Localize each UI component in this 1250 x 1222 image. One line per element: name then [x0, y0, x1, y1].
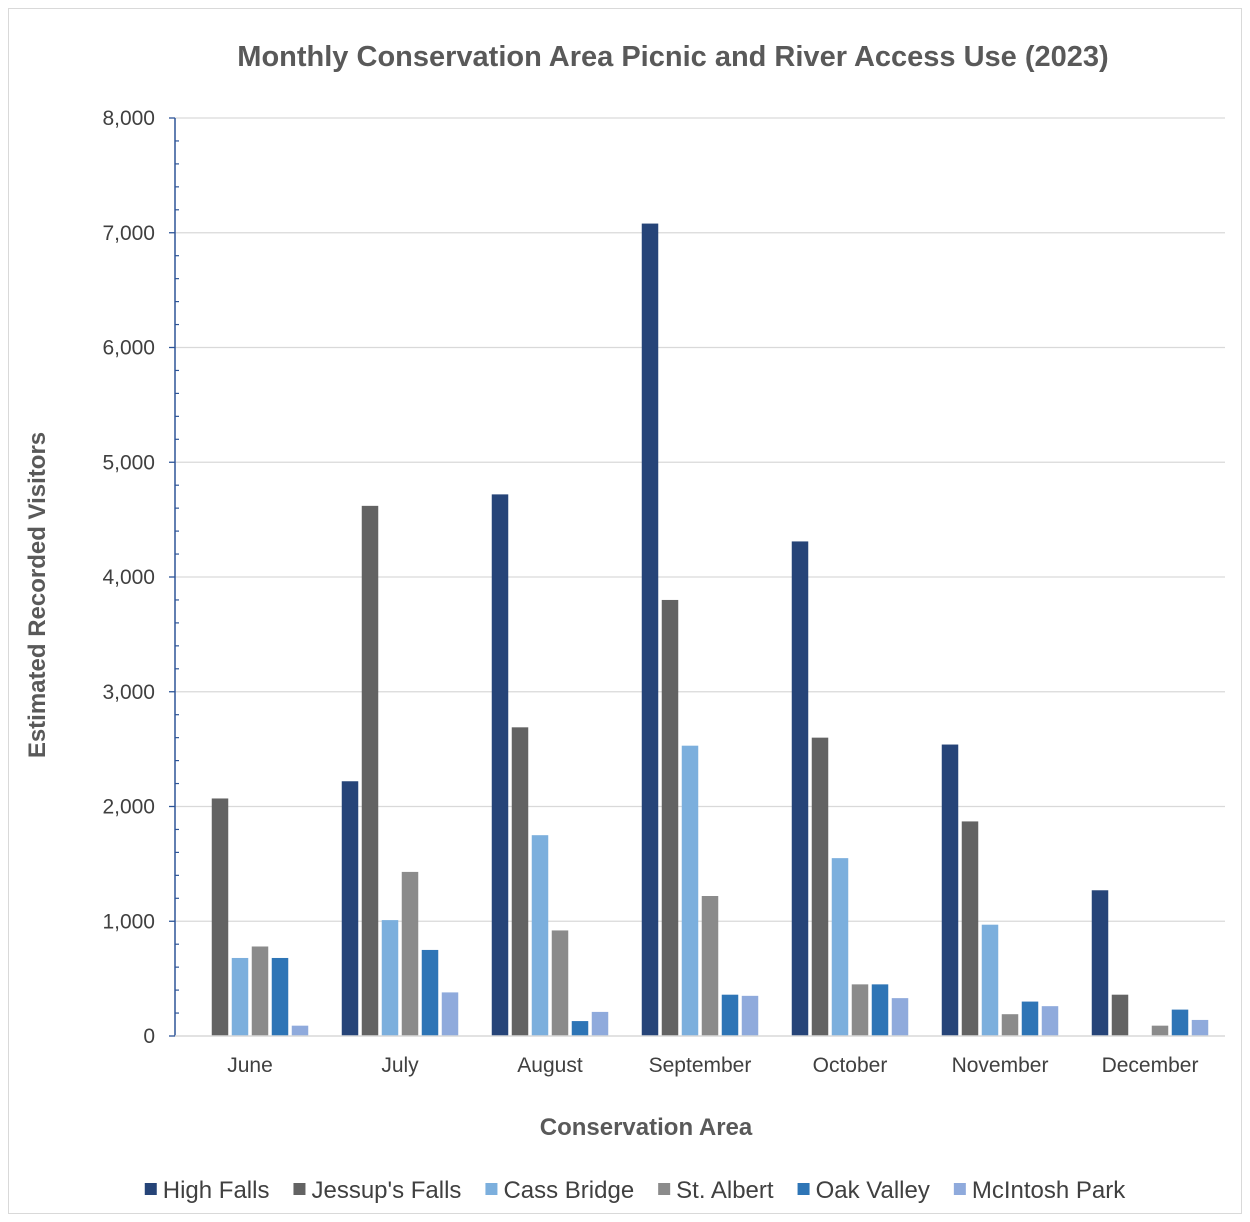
legend-label-st-albert: St. Albert: [676, 1177, 774, 1204]
bar-oak-valley-november: [1021, 1001, 1039, 1036]
y-tick-label: 1,000: [102, 910, 155, 933]
bar-high-falls-october: [791, 541, 809, 1036]
chart-title: Monthly Conservation Area Picnic and Riv…: [237, 41, 1108, 73]
bar-oak-valley-august: [571, 1021, 589, 1036]
bar-oak-valley-december: [1171, 1009, 1189, 1036]
bar-st-albert-december: [1151, 1025, 1169, 1036]
x-axis-title: Conservation Area: [540, 1114, 753, 1141]
bar-oak-valley-september: [721, 994, 739, 1036]
legend-label-oak-valley: Oak Valley: [816, 1177, 930, 1204]
bar-jessup-s-falls-december: [1111, 994, 1129, 1036]
x-tick-label: September: [649, 1054, 752, 1077]
bar-high-falls-september: [641, 223, 659, 1036]
y-tick-label: 5,000: [102, 451, 155, 474]
y-tick-label: 3,000: [102, 681, 155, 704]
bars: [211, 223, 1209, 1037]
x-tick-label: December: [1102, 1054, 1199, 1077]
y-tick-label: 4,000: [102, 566, 155, 589]
bar-cass-bridge-july: [381, 920, 399, 1036]
bar-jessup-s-falls-september: [661, 599, 679, 1036]
bar-jessup-s-falls-november: [961, 821, 979, 1036]
bar-st-albert-july: [401, 871, 419, 1036]
legend-label-high-falls: High Falls: [163, 1177, 270, 1204]
y-tick-label: 7,000: [102, 222, 155, 245]
bar-mcintosh-park-december: [1191, 1019, 1209, 1036]
bar-high-falls-august: [491, 494, 509, 1036]
bar-cass-bridge-october: [831, 858, 849, 1036]
legend-label-cass-bridge: Cass Bridge: [503, 1177, 634, 1204]
bar-cass-bridge-september: [681, 745, 699, 1036]
y-axis: 0 1,000 2,000 3,000 4,000 5,000 6,000 7,000 8,00…: [102, 107, 179, 1048]
bar-mcintosh-park-september: [741, 995, 759, 1036]
x-tick-label: June: [227, 1054, 273, 1077]
bar-oak-valley-october: [871, 984, 889, 1036]
legend-swatch-cass-bridge: [485, 1183, 498, 1195]
bar-cass-bridge-june: [231, 957, 249, 1036]
bar-st-albert-november: [1001, 1014, 1019, 1036]
legend-swatch-mcintosh-park: [953, 1183, 966, 1195]
bar-oak-valley-july: [421, 949, 439, 1036]
x-tick-label: November: [952, 1054, 1049, 1077]
legend-swatch-high-falls: [144, 1183, 157, 1195]
legend-label-jessup-s-falls: Jessup's Falls: [311, 1177, 461, 1204]
bar-mcintosh-park-october: [891, 998, 909, 1036]
bar-cass-bridge-august: [531, 835, 549, 1036]
x-axis: June July August September October November De…: [175, 1035, 1225, 1077]
bar-mcintosh-park-june: [291, 1025, 309, 1036]
y-axis-title: Estimated Recorded Visitors: [24, 432, 51, 758]
bar-oak-valley-june: [271, 957, 289, 1036]
bar-high-falls-december: [1091, 890, 1109, 1036]
bar-st-albert-september: [701, 896, 719, 1036]
bar-high-falls-november: [941, 744, 959, 1036]
y-tick-label: 6,000: [102, 337, 155, 360]
bar-jessup-s-falls-august: [511, 727, 529, 1036]
x-tick-label: August: [517, 1054, 583, 1077]
legend-swatch-oak-valley: [797, 1183, 810, 1195]
bar-jessup-s-falls-june: [211, 798, 229, 1036]
bar-jessup-s-falls-july: [361, 505, 379, 1037]
bar-jessup-s-falls-october: [811, 737, 829, 1036]
x-tick-label: October: [813, 1054, 888, 1077]
gridlines: [175, 117, 1225, 922]
bar-mcintosh-park-november: [1041, 1006, 1059, 1036]
bar-mcintosh-park-august: [591, 1011, 609, 1036]
bar-high-falls-july: [341, 781, 359, 1036]
legend-label-mcintosh-park: McIntosh Park: [972, 1177, 1126, 1204]
y-tick-label: 8,000: [102, 107, 155, 130]
bar-st-albert-august: [551, 930, 569, 1036]
y-tick-label: 0: [143, 1025, 155, 1048]
y-tick-label: 2,000: [102, 796, 155, 819]
bar-st-albert-october: [851, 984, 869, 1036]
bar-cass-bridge-november: [981, 924, 999, 1036]
bar-st-albert-june: [251, 946, 269, 1036]
legend-swatch-jessup-s-falls: [293, 1183, 306, 1195]
x-tick-label: July: [381, 1054, 419, 1077]
bar-mcintosh-park-july: [441, 992, 459, 1036]
legend-swatch-st-albert: [658, 1183, 671, 1195]
legend: High Falls Jessup's Falls Cass Bridge St. A…: [144, 1177, 1126, 1204]
